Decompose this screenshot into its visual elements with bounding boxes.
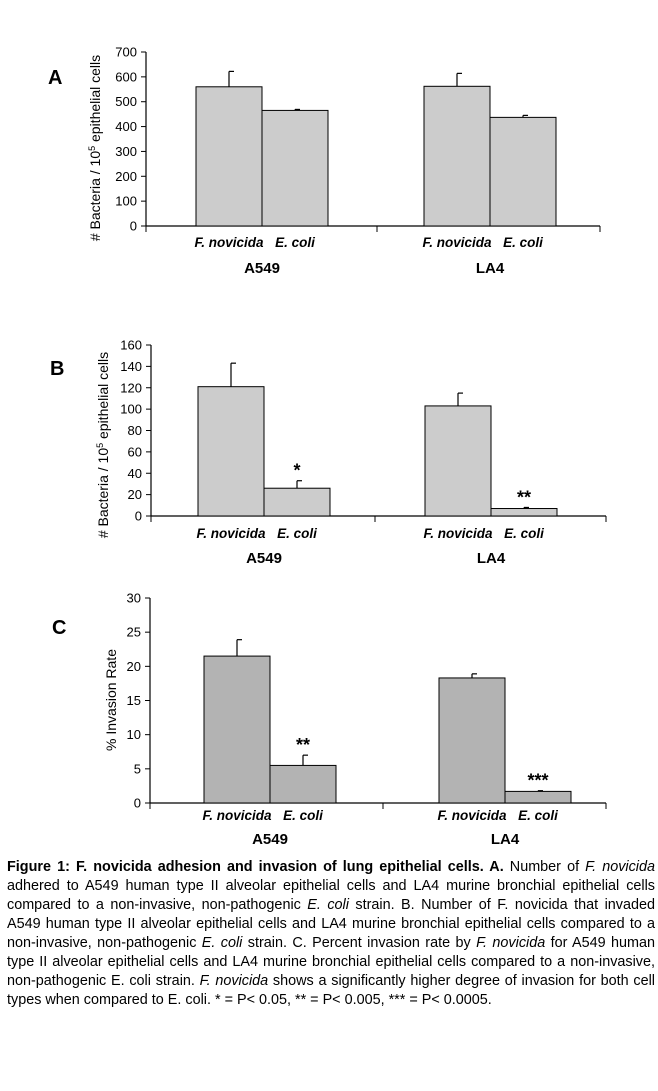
- caption-italic: F. novicida: [199, 973, 269, 989]
- x-category-label: F. novicida: [194, 235, 264, 250]
- bar: [261, 109, 329, 227]
- y-tick-label: 100: [120, 402, 142, 417]
- panel-label: A: [48, 67, 62, 89]
- x-category-label: E. coli: [518, 808, 558, 823]
- y-tick-label: 15: [127, 693, 141, 708]
- y-tick-label: 200: [115, 169, 137, 184]
- x-group-label: LA4: [477, 550, 506, 567]
- bar: [504, 790, 572, 804]
- bar: [263, 487, 331, 517]
- panel-a-svg: A 0 100 200 300 400 500 600 700 F. novicida E. col…: [48, 45, 601, 277]
- bar: [195, 86, 263, 227]
- caption-text: strain. B. Number of F. novicida that in…: [7, 897, 655, 951]
- x-category-label: F. novicida: [196, 526, 266, 541]
- y-tick-label: 60: [128, 444, 142, 459]
- panel-b-svg: B 0 20 40 60 80 100 120 140 160 F. novicida * E. col…: [50, 338, 607, 567]
- y-axis-label: # Bacteria / 105 epithelial cells: [95, 352, 111, 538]
- y-tick-label: 20: [128, 487, 142, 502]
- bar: [197, 386, 265, 517]
- caption-text: strain. C. Percent invasion rate by: [242, 935, 477, 951]
- panel-b-chart: B 0 20 40 60 80 100 120 140 160 F. novicida * E. col…: [0, 305, 658, 590]
- panel-label: C: [52, 617, 66, 639]
- caption-text: shows a significantly higher degree of i…: [7, 973, 655, 1008]
- y-tick-label: 40: [128, 466, 142, 481]
- caption-italic: F. novicida: [585, 859, 655, 875]
- bar: [423, 85, 491, 227]
- caption-title: Figure 1: F. novicida adhesion and invas…: [7, 859, 504, 875]
- y-tick-label: 25: [127, 625, 141, 640]
- y-axis-label: % Invasion Rate: [103, 649, 119, 751]
- y-tick-label: 100: [115, 194, 137, 209]
- x-group-label: A549: [246, 550, 282, 567]
- bar: [489, 116, 557, 227]
- x-category-label: E. coli: [277, 526, 317, 541]
- y-tick-label: 120: [120, 380, 142, 395]
- x-category-label: F. novicida: [202, 808, 272, 823]
- y-tick-label: 700: [115, 45, 137, 60]
- y-tick-label: 500: [115, 94, 137, 109]
- x-category-label: E. coli: [504, 526, 544, 541]
- panel-c-chart: C 0 5 10 15 20 25 30 F. novicida ** E. coli A549 F. …: [0, 590, 658, 852]
- bar: [490, 508, 558, 517]
- significance-marker: **: [296, 735, 310, 755]
- y-tick-label: 140: [120, 359, 142, 374]
- significance-marker: *: [293, 461, 300, 481]
- bar: [438, 677, 506, 804]
- panel-a-chart: A 0 100 200 300 400 500 600 700 F. novicida E. col…: [0, 0, 658, 300]
- y-tick-label: 5: [134, 761, 141, 776]
- y-tick-label: 30: [127, 591, 141, 606]
- bar: [203, 655, 271, 804]
- caption-italic: F. novicida: [476, 935, 546, 951]
- panel-label: B: [50, 358, 64, 380]
- x-category-label: E. coli: [283, 808, 323, 823]
- significance-marker: ***: [527, 771, 548, 791]
- y-tick-label: 0: [135, 509, 142, 524]
- caption-italic: E. coli: [307, 897, 349, 913]
- y-axis-label: # Bacteria / 105 epithelial cells: [87, 55, 103, 241]
- x-category-label: F. novicida: [423, 526, 493, 541]
- y-tick-label: 10: [127, 727, 141, 742]
- x-group-label: LA4: [491, 831, 520, 848]
- y-tick-label: 160: [120, 338, 142, 353]
- y-tick-label: 600: [115, 69, 137, 84]
- x-category-label: E. coli: [275, 235, 315, 250]
- y-tick-label: 0: [130, 219, 137, 234]
- x-category-label: F. novicida: [437, 808, 507, 823]
- y-tick-label: 80: [128, 423, 142, 438]
- y-tick-label: 0: [134, 796, 141, 811]
- x-group-label: LA4: [476, 260, 505, 277]
- figure-caption: Figure 1: F. novicida adhesion and invas…: [7, 858, 655, 1010]
- x-group-label: A549: [244, 260, 280, 277]
- y-tick-label: 300: [115, 144, 137, 159]
- significance-marker: **: [517, 487, 531, 507]
- x-group-label: A549: [252, 831, 288, 848]
- bar: [269, 764, 337, 804]
- x-category-label: E. coli: [503, 235, 543, 250]
- caption-italic: E. coli: [201, 935, 243, 951]
- x-category-label: F. novicida: [422, 235, 492, 250]
- panel-c-svg: C 0 5 10 15 20 25 30 F. novicida ** E. coli A549 F. …: [52, 591, 607, 848]
- caption-text: for A549 human type II alveolar epitheli…: [7, 935, 655, 989]
- bar: [424, 405, 492, 517]
- y-tick-label: 20: [127, 659, 141, 674]
- caption-text: adhered to A549 human type II alveolar e…: [7, 878, 655, 913]
- y-tick-label: 400: [115, 119, 137, 134]
- caption-text: Number of: [503, 859, 586, 875]
